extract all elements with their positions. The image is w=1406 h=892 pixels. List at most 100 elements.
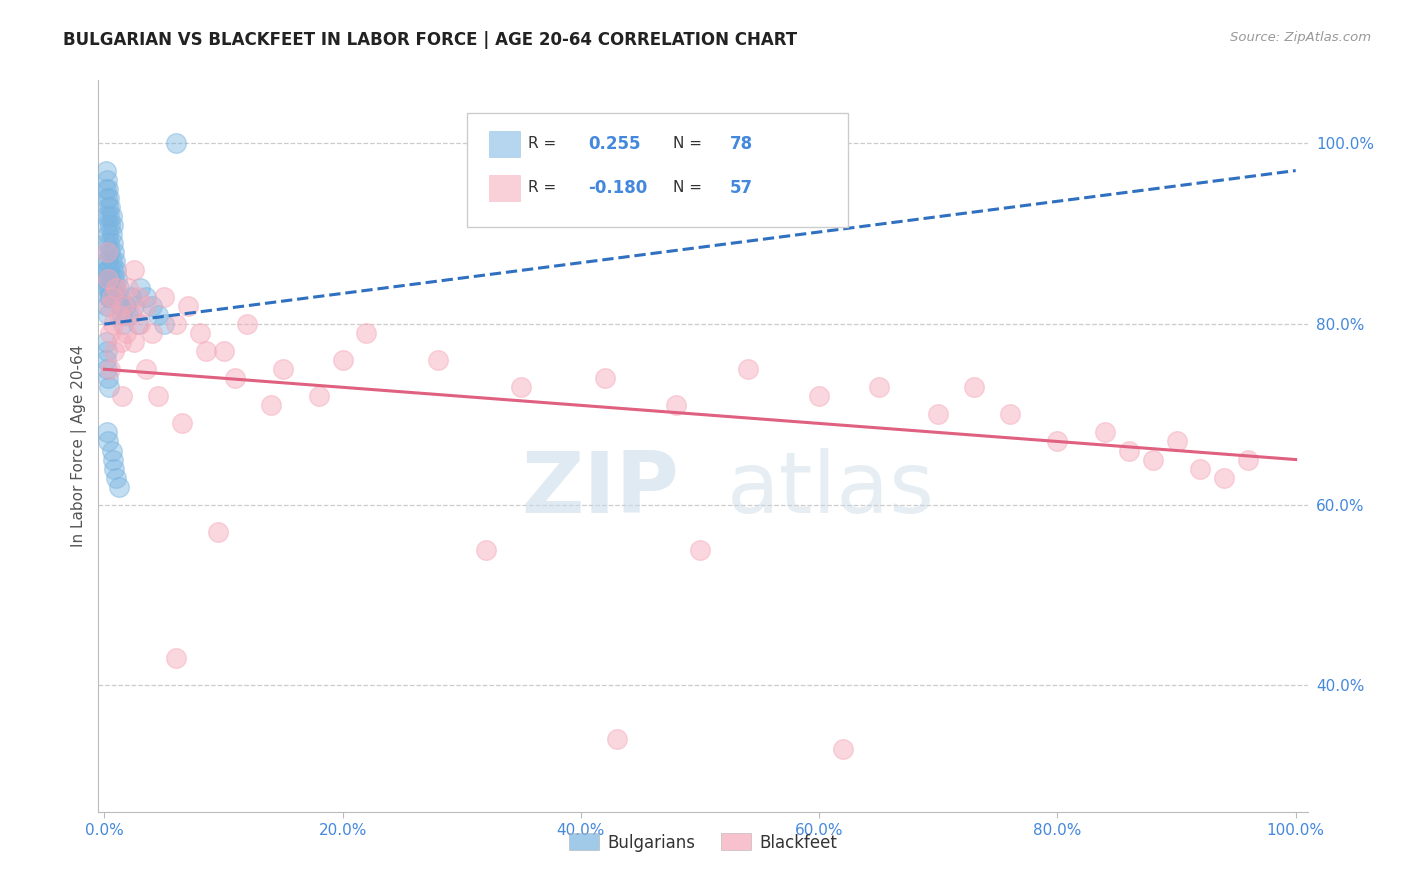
Point — [97, 272, 120, 286]
Point — [112, 317, 135, 331]
Point — [1237, 452, 1260, 467]
Point — [100, 290, 122, 304]
Point — [101, 218, 124, 232]
Point — [1142, 452, 1164, 467]
Point — [105, 290, 128, 304]
Point — [94, 181, 117, 195]
Point — [170, 417, 193, 431]
Text: Source: ZipAtlas.com: Source: ZipAtlas.com — [1230, 31, 1371, 45]
Point — [927, 408, 949, 422]
Point — [103, 272, 125, 286]
Point — [94, 272, 117, 286]
Point — [97, 434, 120, 449]
Point — [868, 380, 890, 394]
Point — [96, 244, 118, 259]
Point — [100, 253, 122, 268]
Point — [97, 200, 120, 214]
Point — [153, 290, 176, 304]
Point — [510, 380, 533, 394]
Point — [94, 235, 117, 250]
Point — [1189, 461, 1212, 475]
Y-axis label: In Labor Force | Age 20-64: In Labor Force | Age 20-64 — [72, 345, 87, 547]
Point — [97, 308, 120, 322]
Point — [98, 326, 121, 340]
Point — [112, 299, 135, 313]
Point — [207, 524, 229, 539]
Point — [110, 335, 132, 350]
Text: -0.180: -0.180 — [588, 178, 647, 197]
Point — [100, 227, 122, 241]
Point — [998, 408, 1021, 422]
Point — [103, 344, 125, 359]
Point — [103, 244, 125, 259]
Point — [96, 263, 118, 277]
Point — [129, 281, 152, 295]
Point — [308, 389, 330, 403]
Point — [94, 209, 117, 223]
Point — [100, 209, 122, 223]
FancyBboxPatch shape — [489, 131, 520, 157]
Point — [96, 172, 118, 186]
Point — [117, 281, 139, 295]
Point — [426, 353, 449, 368]
Point — [94, 353, 117, 368]
Point — [127, 317, 149, 331]
Point — [135, 290, 157, 304]
Point — [96, 362, 118, 376]
Text: 78: 78 — [730, 135, 752, 153]
Point — [101, 263, 124, 277]
Point — [832, 741, 855, 756]
Point — [165, 317, 187, 331]
Point — [356, 326, 378, 340]
Point — [94, 335, 117, 350]
Point — [1046, 434, 1069, 449]
Point — [111, 308, 134, 322]
Point — [96, 281, 118, 295]
Point — [122, 335, 145, 350]
Point — [96, 344, 118, 359]
Point — [114, 299, 136, 313]
Point — [110, 299, 132, 313]
Point — [117, 308, 139, 322]
Point — [98, 272, 121, 286]
Point — [98, 380, 121, 394]
Point — [98, 218, 121, 232]
Point — [606, 732, 628, 747]
Point — [177, 299, 200, 313]
Text: N =: N = — [672, 136, 702, 152]
Point — [165, 136, 187, 151]
Point — [127, 290, 149, 304]
Point — [271, 362, 294, 376]
Point — [97, 371, 120, 385]
Point — [98, 290, 121, 304]
Point — [104, 281, 127, 295]
Point — [1094, 425, 1116, 440]
Text: ZIP: ZIP — [522, 449, 679, 532]
Point — [100, 281, 122, 295]
Point — [107, 480, 129, 494]
Text: R =: R = — [527, 136, 555, 152]
Point — [111, 389, 134, 403]
Point — [135, 362, 157, 376]
Text: R =: R = — [527, 180, 555, 195]
Point — [105, 281, 128, 295]
Point — [97, 227, 120, 241]
Point — [107, 281, 129, 295]
Point — [141, 326, 163, 340]
Point — [94, 163, 117, 178]
Point — [97, 272, 120, 286]
Point — [1118, 443, 1140, 458]
Point — [153, 317, 176, 331]
Point — [236, 317, 259, 331]
Point — [98, 281, 121, 295]
Point — [332, 353, 354, 368]
Text: N =: N = — [672, 180, 702, 195]
Point — [474, 542, 496, 557]
Point — [101, 317, 124, 331]
Point — [96, 299, 118, 313]
Point — [963, 380, 986, 394]
Point — [101, 452, 124, 467]
Point — [120, 290, 142, 304]
Point — [96, 263, 118, 277]
Point — [98, 290, 121, 304]
